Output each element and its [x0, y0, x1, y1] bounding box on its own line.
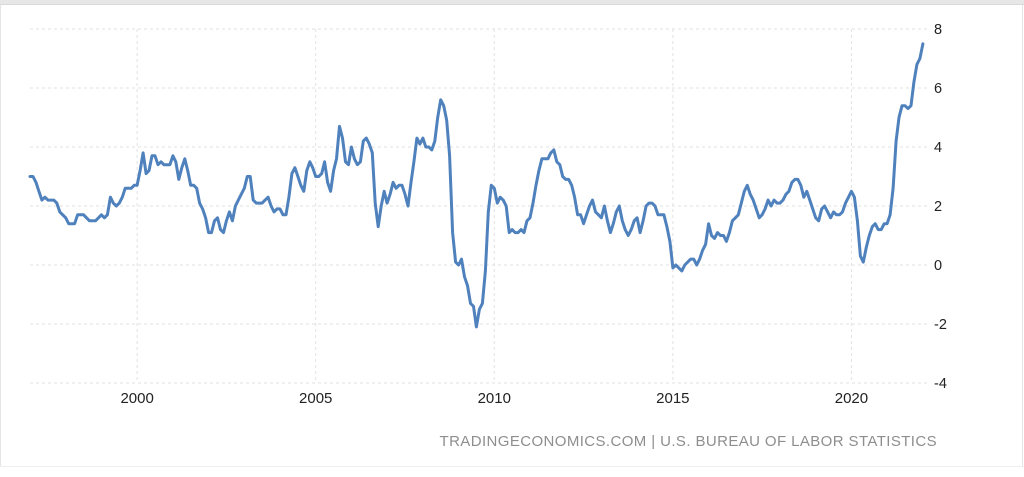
- y-axis-tick-label: 0: [934, 258, 942, 274]
- inflation-series-line[interactable]: [28, 42, 925, 329]
- x-axis-tick-label: 2015: [656, 390, 689, 407]
- x-axis-tick-label: 2010: [478, 390, 511, 407]
- y-axis-tick-label: -2: [934, 317, 947, 333]
- x-axis-tick-label: 2020: [835, 390, 868, 407]
- y-axis-tick-label: 4: [934, 140, 942, 156]
- attribution-text: TRADINGECONOMICS.COM | U.S. BUREAU OF LA…: [439, 433, 937, 450]
- x-axis-tick-label: 2005: [299, 390, 332, 407]
- top-strip: [0, 0, 1024, 5]
- y-axis-tick-label: 6: [934, 81, 942, 97]
- bottom-border: [0, 466, 1024, 467]
- y-axis-tick-label: 2: [934, 199, 942, 215]
- x-axis-tick-label: 2000: [120, 390, 153, 407]
- right-border: [1022, 5, 1023, 467]
- y-axis-tick-label: -4: [934, 376, 947, 392]
- y-axis-tick-label: 8: [934, 22, 942, 38]
- left-border: [0, 5, 1, 467]
